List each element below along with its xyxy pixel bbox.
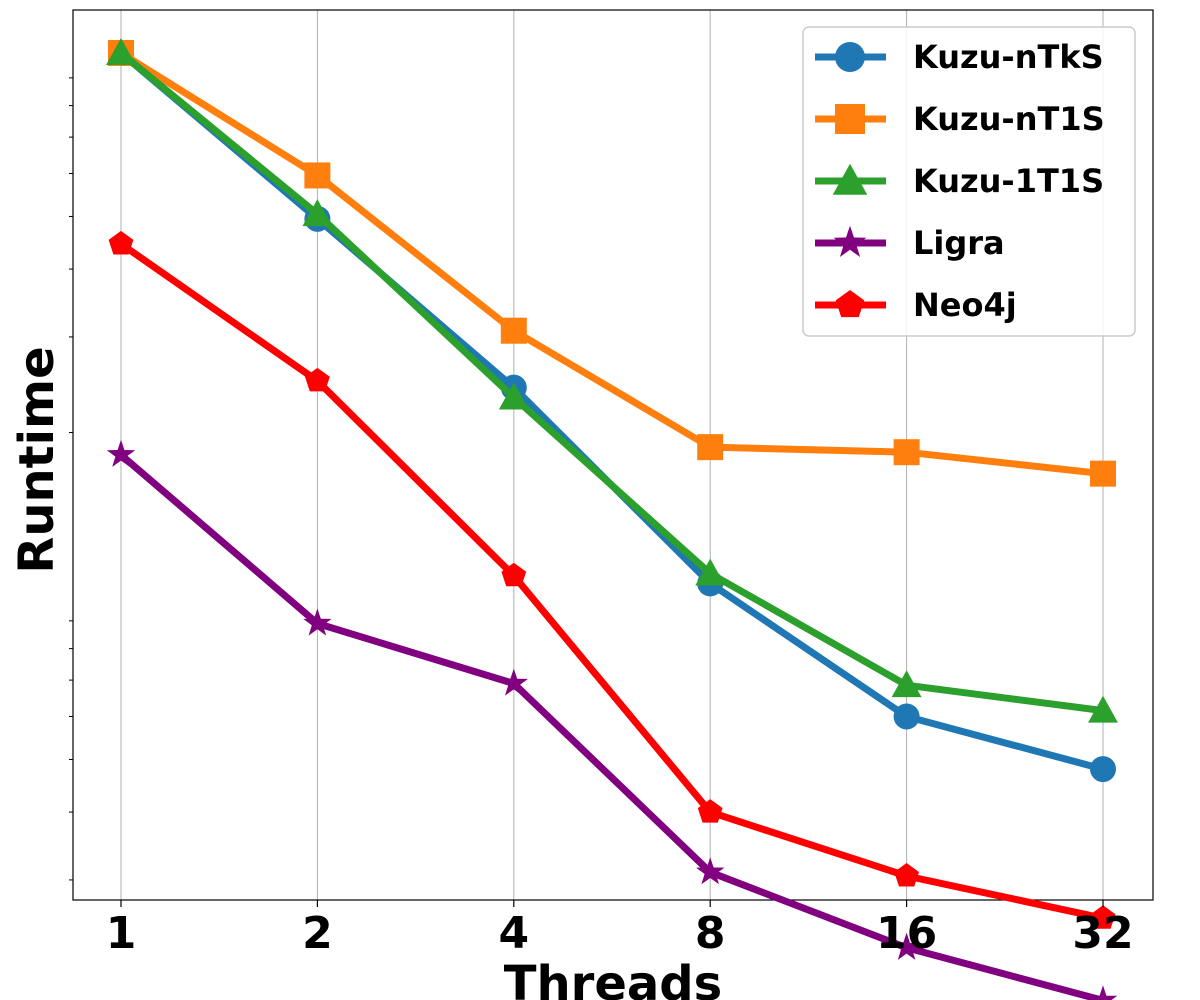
- x-tick-label: 8: [695, 908, 726, 959]
- data-point-kuzu-1t1s: [891, 670, 922, 698]
- legend-label: Ligra: [913, 224, 1005, 262]
- data-point-ligra: [892, 932, 921, 960]
- legend-swatch-marker: [835, 290, 865, 318]
- data-point-neo4j: [501, 562, 527, 587]
- data-point-kuzu-1t1s: [695, 558, 726, 586]
- legend: Kuzu-nTkS Kuzu-nT1S Kuzu-1T1S Ligra Neo4j: [802, 26, 1136, 337]
- series-neo4j: [108, 230, 1116, 929]
- data-point-kuzu-nt1s: [500, 317, 527, 344]
- x-tick-label: 1: [106, 908, 137, 959]
- legend-item-neo4j: Neo4j: [815, 286, 1017, 324]
- x-tick-label: 4: [498, 908, 529, 959]
- series-layer: [106, 38, 1118, 1000]
- data-point-kuzu-1t1s: [498, 382, 529, 410]
- legend-label: Kuzu-nT1S: [913, 100, 1105, 138]
- data-point-neo4j: [108, 230, 134, 255]
- x-tick-label: 16: [876, 908, 937, 959]
- legend-swatch-marker: [835, 104, 865, 134]
- data-point-kuzu-nt1s: [893, 439, 920, 466]
- series-line-kuzu-1t1s: [118, 50, 1104, 715]
- series-line-ligra: [118, 452, 1104, 1000]
- series-ligra: [106, 439, 1118, 1000]
- legend-item-kuzu-nt1s: Kuzu-nT1S: [815, 100, 1105, 138]
- data-point-kuzu-1t1s: [302, 199, 333, 227]
- x-axis-title: Threads: [504, 956, 722, 1000]
- data-point-kuzu-1t1s: [106, 38, 136, 65]
- data-point-neo4j: [894, 863, 919, 887]
- axis-layer: 1 2 4 8 16 32: [69, 77, 1134, 959]
- data-point-kuzu-1t1s: [1088, 695, 1118, 723]
- legend-item-kuzu-1t1s: Kuzu-1T1S: [815, 162, 1104, 200]
- series-line-neo4j: [118, 241, 1104, 922]
- data-point-ligra: [1088, 985, 1118, 1000]
- data-point-kuzu-nt1s: [697, 434, 724, 461]
- plot-frame: [72, 9, 1154, 901]
- legend-label: Kuzu-1T1S: [913, 162, 1104, 200]
- legend-item-ligra: Ligra: [815, 224, 1005, 262]
- legend-swatch-marker: [833, 225, 867, 257]
- legend-label: Kuzu-nTkS: [913, 38, 1104, 76]
- data-point-ligra: [106, 439, 136, 467]
- data-point-ligra: [303, 608, 332, 636]
- series-kuzu-nt1s: [108, 40, 1116, 487]
- data-point-kuzu-nt1s: [304, 162, 331, 189]
- x-tick-label: 2: [302, 908, 333, 959]
- data-point-kuzu-ntks: [893, 703, 920, 730]
- series-kuzu-1t1s: [106, 38, 1118, 723]
- data-point-neo4j: [1090, 905, 1116, 929]
- data-point-neo4j: [697, 799, 723, 823]
- legend-box: [802, 26, 1136, 337]
- x-tick-label: 32: [1072, 908, 1133, 959]
- data-point-kuzu-nt1s: [1090, 460, 1116, 487]
- data-point-ligra: [499, 668, 528, 696]
- y-axis-title: Runtime: [9, 346, 65, 573]
- legend-label: Neo4j: [913, 286, 1017, 324]
- legend-swatch-marker: [832, 163, 868, 195]
- data-point-neo4j: [305, 367, 330, 392]
- data-point-kuzu-ntks: [1090, 756, 1116, 783]
- legend-swatch-marker: [835, 42, 865, 72]
- legend-item-kuzu-ntks: Kuzu-nTkS: [815, 38, 1104, 76]
- data-point-ligra: [696, 857, 725, 885]
- series-line-kuzu-nt1s: [119, 50, 1104, 478]
